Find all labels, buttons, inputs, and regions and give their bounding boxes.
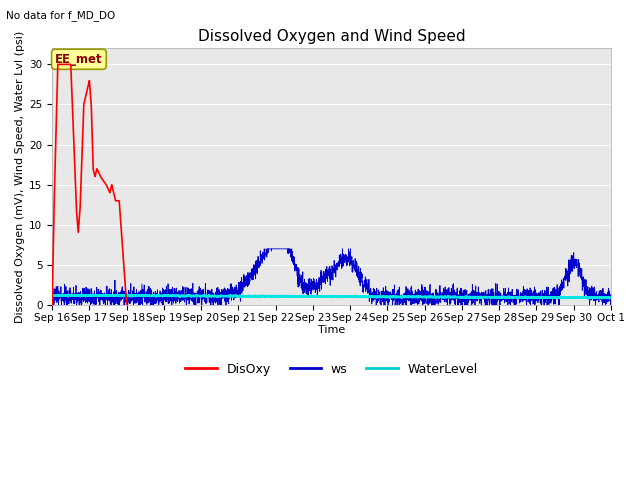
Y-axis label: Dissolved Oxygen (mV), Wind Speed, Water Lvl (psi): Dissolved Oxygen (mV), Wind Speed, Water…	[15, 31, 25, 323]
Legend: DisOxy, ws, WaterLevel: DisOxy, ws, WaterLevel	[180, 358, 483, 381]
Title: Dissolved Oxygen and Wind Speed: Dissolved Oxygen and Wind Speed	[198, 29, 465, 44]
Text: No data for f_MD_DO: No data for f_MD_DO	[6, 10, 116, 21]
Text: EE_met: EE_met	[55, 53, 103, 66]
X-axis label: Time: Time	[318, 325, 345, 336]
